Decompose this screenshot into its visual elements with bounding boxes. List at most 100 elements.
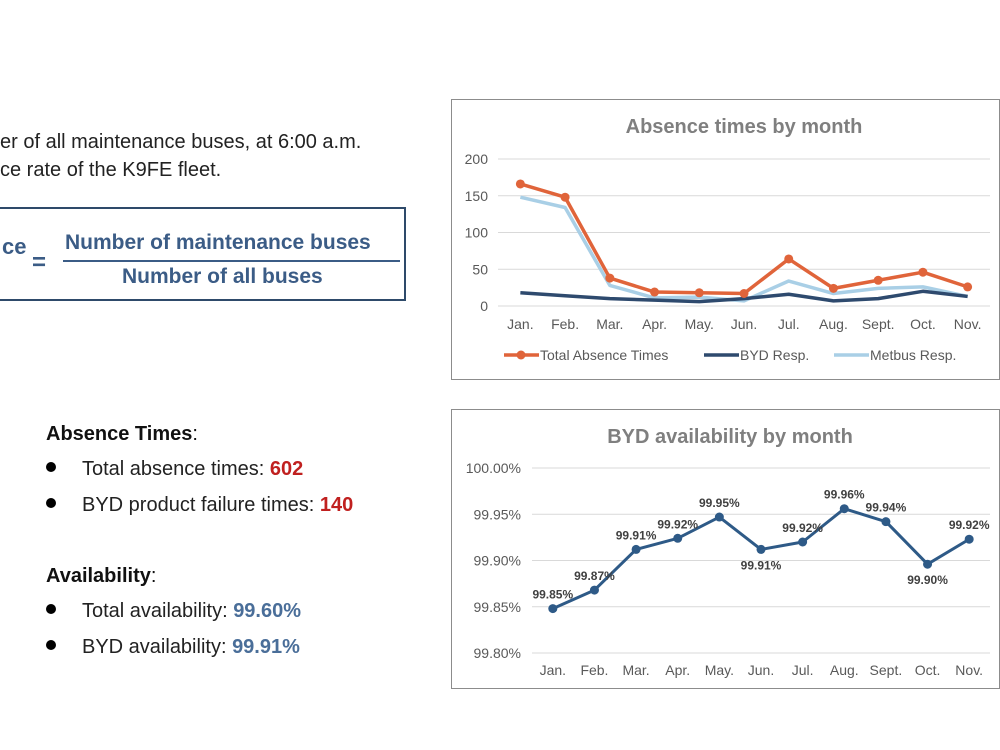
y-tick-label: 99.80% [474, 645, 521, 661]
series-line-byd-resp [520, 289, 968, 304]
data-label: 99.90% [907, 573, 948, 587]
data-point [548, 604, 558, 614]
data-label: 99.85% [532, 588, 573, 602]
absence-byd-item: BYD product failure times: 140 [46, 494, 353, 517]
x-tick-label: Nov. [955, 662, 983, 678]
absence-times-chart: Absence times by month 0 50 100 150 200 Jan. Fe… [465, 116, 990, 363]
data-label: 99.92% [782, 521, 823, 535]
x-tick-label: Sept. [870, 662, 903, 678]
x-tick-label: Aug. [819, 316, 848, 332]
x-tick-label: Jun. [731, 316, 757, 332]
chart-title: BYD availability by month [607, 426, 853, 448]
availability-total-value: 99.60% [233, 600, 302, 622]
chart-title: Absence times by month [626, 116, 863, 138]
data-point [631, 544, 641, 554]
byd-availability-chart: BYD availability by month99.80%99.85%99.… [466, 426, 990, 678]
availability-byd-item: BYD availability: 99.91% [46, 636, 300, 659]
absence-section-title: Absence Times: [46, 423, 198, 445]
availability-total-label: Total availability: [82, 600, 234, 622]
y-tick-label: 100.00% [466, 460, 521, 476]
availability-chart-panel: BYD availability by month 99.80% 99.85% 99.… [451, 409, 1000, 689]
x-tick-label: Oct. [910, 316, 936, 332]
legend-label: Metbus Resp. [870, 347, 956, 363]
data-point [964, 534, 974, 544]
formula-left-term: ce [2, 234, 27, 259]
bullet-dot [46, 498, 56, 508]
x-tick-label: Aug. [830, 662, 859, 678]
x-tick-label: Feb. [580, 662, 608, 678]
formula-fraction-bar [63, 260, 400, 262]
availability-byd-label: BYD availability: [82, 636, 233, 658]
x-tick-label: Apr. [642, 316, 667, 332]
x-tick-label: Jul. [792, 662, 814, 678]
data-point [881, 517, 891, 527]
absence-total-label: Total absence times: [82, 458, 270, 480]
data-label: 99.92% [949, 518, 990, 532]
absence-byd-value: 140 [319, 494, 354, 516]
y-tick-label: 50 [472, 261, 488, 277]
data-point [739, 289, 749, 299]
y-tick-label: 99.95% [474, 506, 521, 522]
intro-text: er of all maintenance buses, at 6:00 a.m… [0, 128, 361, 184]
data-point [714, 512, 724, 522]
legend-label: Total Absence Times [540, 347, 668, 363]
legend-marker [516, 350, 526, 360]
formula-denominator: Number of all buses [122, 265, 323, 288]
availability-section-title: Availability: [46, 565, 157, 587]
y-tick-label: 99.85% [474, 599, 521, 615]
data-label: 99.91% [741, 558, 782, 572]
formula-box: ce = Number of maintenance buses Number … [0, 207, 406, 301]
formula-numerator: Number of maintenance buses [65, 231, 371, 254]
legend-label: BYD Resp. [740, 347, 809, 363]
y-tick-label: 200 [465, 151, 489, 167]
data-point [839, 504, 849, 514]
absence-chart-panel: Absence times by month 0 50 100 150 200 Jan. Fe… [451, 99, 1000, 380]
data-point [923, 559, 933, 569]
data-label: 99.87% [574, 569, 615, 583]
data-point [828, 283, 838, 293]
x-tick-label: Mar. [596, 316, 623, 332]
data-point [673, 533, 683, 543]
series-line-metbus-resp [519, 195, 969, 303]
x-tick-label: Oct. [915, 662, 941, 678]
x-tick-label: Jul. [778, 316, 800, 332]
data-label: 99.96% [824, 488, 865, 502]
x-tick-label: Sept. [862, 316, 895, 332]
y-tick-label: 150 [465, 188, 489, 204]
x-tick-label: Jun. [748, 662, 774, 678]
data-point [798, 537, 808, 547]
data-point [694, 288, 704, 298]
data-point [515, 179, 525, 189]
data-label: 99.91% [616, 528, 657, 542]
y-tick-label: 100 [465, 225, 489, 241]
x-tick-label: May. [705, 662, 734, 678]
data-point [918, 267, 928, 277]
data-label: 99.95% [699, 496, 740, 510]
absence-total-item: Total absence times: 602 [46, 458, 303, 481]
formula-equals: = [32, 249, 47, 276]
data-label: 99.92% [657, 517, 698, 531]
data-label: 99.94% [866, 501, 907, 515]
x-tick-label: Mar. [622, 662, 649, 678]
y-tick-label: 0 [480, 298, 488, 314]
data-point [873, 275, 883, 285]
bullet-dot [46, 640, 56, 650]
x-tick-label: Jan. [540, 662, 566, 678]
data-point [650, 287, 660, 297]
data-point [605, 273, 615, 283]
intro-line-1: er of all maintenance buses, at 6:00 a.m… [0, 131, 362, 153]
x-tick-label: May. [685, 316, 714, 332]
x-tick-label: Feb. [551, 316, 579, 332]
availability-byd-value: 99.91% [232, 636, 300, 658]
x-tick-label: Nov. [954, 316, 982, 332]
intro-line-2: ce rate of the K9FE fleet. [0, 159, 222, 181]
absence-total-value: 602 [269, 458, 304, 480]
data-point [756, 544, 766, 554]
data-point [560, 192, 570, 202]
absence-byd-label: BYD product failure times: [82, 494, 320, 516]
y-tick-label: 99.90% [474, 553, 521, 569]
x-tick-label: Jan. [507, 316, 533, 332]
data-point [784, 254, 794, 264]
data-point [589, 585, 599, 595]
bullet-dot [46, 604, 56, 614]
